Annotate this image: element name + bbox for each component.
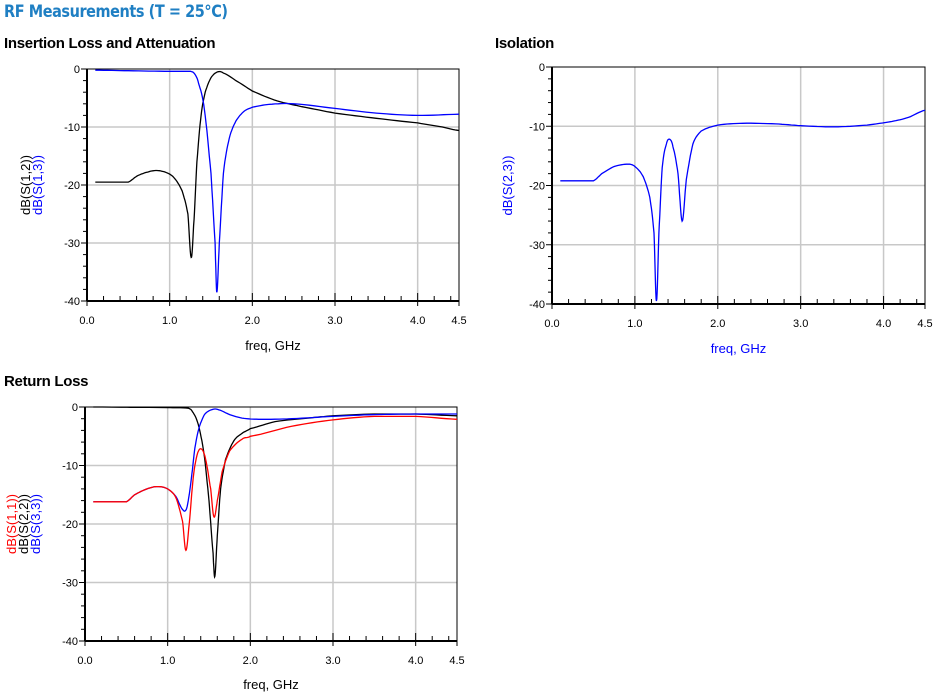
- chart-title-isolation: Isolation: [495, 35, 554, 52]
- x-tick-label: 1.0: [162, 315, 177, 327]
- x-axis-label: freq, GHz: [711, 341, 767, 356]
- y-tick-label: -10: [529, 121, 545, 133]
- y-tick-label: -30: [529, 240, 545, 252]
- y-tick-label: -10: [62, 461, 78, 473]
- chart-0: 0.0 1.0 2.0 3.0 4.0 4.5 0 -10 -20 -30 -40 freq, GHz…: [18, 64, 467, 353]
- x-tick-label: 4.0: [410, 315, 425, 327]
- series-line-1: [93, 408, 457, 512]
- y-tick-label: -10: [64, 122, 80, 134]
- chart-title-return-loss: Return Loss: [4, 373, 89, 390]
- chart-1: 0.0 1.0 2.0 3.0 4.0 4.5 0 -10 -20 -30 -40 freq, GHz…: [500, 62, 933, 356]
- chart-2: 0.0 1.0 2.0 3.0 4.0 4.5 0 -10 -20 -30 -40 freq, GHz…: [4, 402, 465, 692]
- y-tick-label: -30: [64, 238, 80, 250]
- series-line-0: [560, 109, 926, 302]
- x-tick-label: 2.0: [245, 315, 260, 327]
- y-tick-label: 0: [74, 64, 80, 76]
- x-tick-label: 3.0: [327, 315, 342, 327]
- x-tick-label: 4.5: [449, 655, 464, 667]
- y-tick-label: -40: [64, 296, 80, 308]
- y-tick-label: -30: [62, 578, 78, 590]
- y-tick-label: -40: [62, 636, 78, 648]
- y-axis-label: dB(S(2,3)): [500, 156, 515, 216]
- y-tick-label: 0: [539, 62, 545, 74]
- x-tick-label: 4.0: [408, 655, 423, 667]
- x-tick-label: 0.0: [77, 655, 92, 667]
- y-axis-label: dB(S(1,1)): [4, 494, 19, 554]
- x-tick-label: 3.0: [793, 318, 808, 330]
- x-tick-label: 0.0: [544, 318, 559, 330]
- x-axis-label: freq, GHz: [243, 677, 299, 692]
- x-tick-label: 2.0: [243, 655, 258, 667]
- x-tick-label: 1.0: [160, 655, 175, 667]
- y-tick-label: -20: [64, 180, 80, 192]
- y-axis-label: dB(S(3,3)): [28, 494, 43, 554]
- series-line-2: [93, 415, 458, 552]
- series-line-0: [93, 406, 458, 579]
- x-tick-label: 2.0: [710, 318, 725, 330]
- x-axis-label: freq, GHz: [245, 338, 301, 353]
- series-line-1: [95, 69, 460, 293]
- chart-title-insertion-loss: Insertion Loss and Attenuation: [4, 35, 216, 52]
- y-axis-label: dB(S(2,2)): [16, 494, 31, 554]
- x-tick-label: 4.5: [917, 318, 932, 330]
- x-tick-label: 4.0: [876, 318, 891, 330]
- x-tick-label: 3.0: [325, 655, 340, 667]
- y-tick-label: 0: [72, 402, 78, 414]
- y-axis-label: dB(S(1,3)): [30, 155, 45, 215]
- y-tick-label: -20: [62, 519, 78, 531]
- series-line-0: [95, 70, 460, 259]
- x-tick-label: 4.5: [451, 315, 466, 327]
- x-tick-label: 1.0: [627, 318, 642, 330]
- x-tick-label: 0.0: [79, 315, 94, 327]
- page-title: RF Measurements (T = 25°C): [4, 2, 228, 22]
- y-axis-label: dB(S(1,2)): [18, 155, 33, 215]
- y-tick-label: -20: [529, 181, 545, 193]
- y-tick-label: -40: [529, 299, 545, 311]
